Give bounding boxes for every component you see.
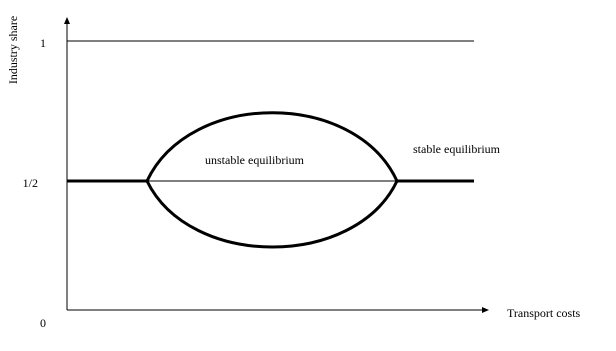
upper-branch: [145, 111, 399, 182]
y-tick-label: 1/2: [23, 176, 38, 190]
y-tick-label: 0: [40, 316, 46, 330]
lower-branch: [145, 180, 399, 249]
annotation: unstable equilibrium: [205, 153, 305, 167]
annotation: stable equilibrium: [413, 142, 501, 156]
x-axis-label: Transport costs: [507, 306, 581, 320]
y-axis-label: Industry share: [6, 16, 20, 84]
y-tick-label: 1: [40, 36, 46, 50]
